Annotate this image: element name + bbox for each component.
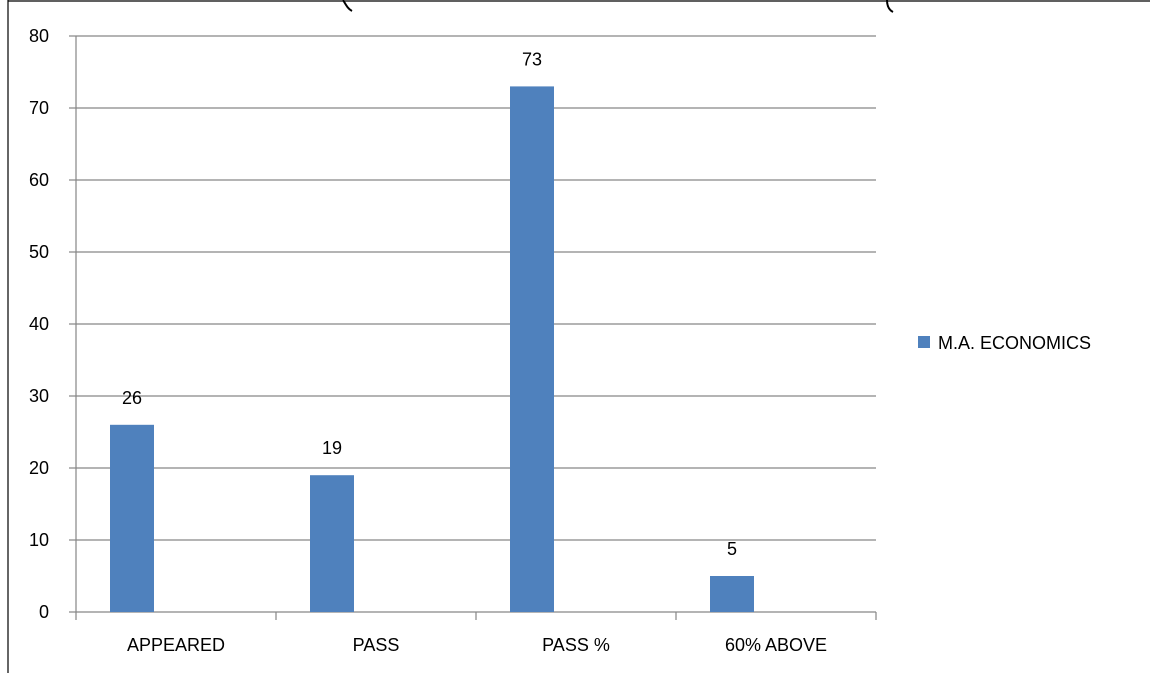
gridlines bbox=[76, 35, 876, 541]
title-fragment-right bbox=[886, 0, 894, 13]
bar-appeared bbox=[110, 424, 154, 612]
legend: M.A. ECONOMICS bbox=[918, 333, 1091, 353]
data-label: 73 bbox=[522, 49, 542, 69]
data-label: 19 bbox=[322, 438, 342, 458]
x-axis-tick-labels: APPEARED PASS PASS % 60% ABOVE bbox=[127, 635, 827, 655]
bar-pass bbox=[510, 86, 554, 612]
y-tick-label: 10 bbox=[29, 530, 49, 550]
x-tick-label: 60% ABOVE bbox=[725, 635, 827, 655]
y-tick-label: 60 bbox=[29, 170, 49, 190]
data-label: 5 bbox=[727, 539, 737, 559]
data-labels: 26 19 73 5 bbox=[122, 49, 737, 559]
axes bbox=[69, 35, 877, 620]
y-tick-label: 40 bbox=[29, 314, 49, 334]
legend-label: M.A. ECONOMICS bbox=[938, 333, 1091, 353]
x-tick-label: PASS bbox=[353, 635, 400, 655]
bar-60-above bbox=[710, 576, 754, 612]
x-tick-label: APPEARED bbox=[127, 635, 225, 655]
legend-swatch bbox=[918, 336, 930, 348]
y-tick-label: 30 bbox=[29, 386, 49, 406]
y-tick-label: 20 bbox=[29, 458, 49, 478]
bar-pass bbox=[310, 475, 354, 612]
title-fragment-left bbox=[342, 0, 353, 12]
y-tick-label: 70 bbox=[29, 98, 49, 118]
y-tick-label: 50 bbox=[29, 242, 49, 262]
y-tick-label: 0 bbox=[39, 602, 49, 622]
x-tick-label: PASS % bbox=[542, 635, 610, 655]
bars bbox=[110, 86, 754, 612]
y-axis-tick-labels: 0 10 20 30 40 50 60 70 80 bbox=[29, 26, 49, 622]
cropped-title-fragment bbox=[342, 0, 894, 13]
y-tick-label: 80 bbox=[29, 26, 49, 46]
data-label: 26 bbox=[122, 388, 142, 408]
